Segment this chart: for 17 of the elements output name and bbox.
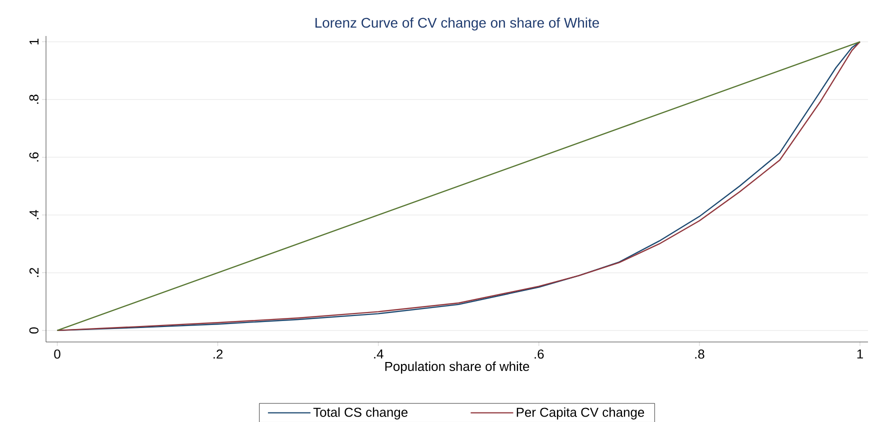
line-series (56, 40, 861, 331)
x-tick-label: .8 (695, 349, 704, 358)
y-tick-label: 0 (29, 327, 38, 334)
legend-label: Per Capita CV change (516, 407, 644, 420)
x-tick-label: 1 (857, 349, 863, 358)
y-tick-label: .2 (29, 268, 38, 277)
x-tick-label: .4 (374, 349, 384, 358)
y-tick-label: .4 (30, 210, 38, 219)
x-tick-label: .6 (534, 349, 544, 358)
chart-title: Lorenz Curve of CV change on share of White (315, 17, 599, 30)
legend-label: Total CS change (313, 407, 408, 420)
x-tick-label: .2 (214, 349, 223, 358)
x-tick-label: 0 (54, 349, 60, 358)
y-tick-label: .8 (29, 94, 38, 104)
y-tick-label: 1 (30, 38, 38, 44)
x-axis-title: Population share of white (385, 361, 530, 374)
y-tick-label: .6 (29, 152, 38, 162)
